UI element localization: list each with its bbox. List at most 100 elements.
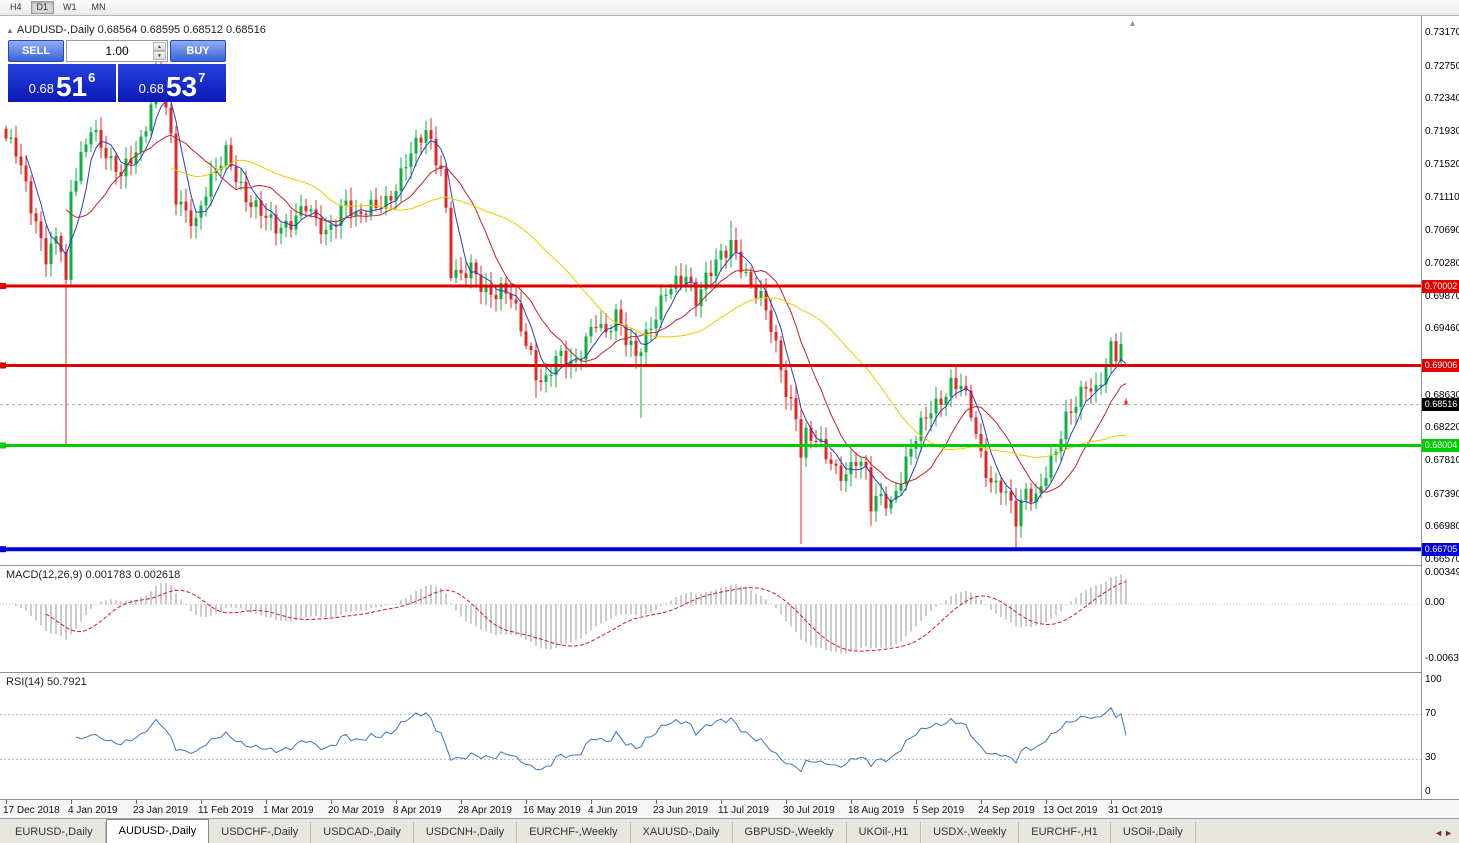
chart-tab-usoil-daily[interactable]: USOil-,Daily [1111,822,1196,843]
date-tick [656,800,657,804]
timeframe-button-h4[interactable]: H4 [4,1,28,14]
chart-tab-usdx-weekly[interactable]: USDX-,Weekly [921,822,1020,843]
rsi-label: RSI(14) 50.7921 [6,676,87,688]
sell-price-prefix: 0.68 [28,81,54,96]
date-tick [1046,800,1047,804]
chart-tab-usdchf-daily[interactable]: USDCHF-,Daily [209,822,312,843]
chart-shift-marker[interactable]: ▲ [1128,18,1137,28]
date-label: 28 Apr 2019 [458,805,512,816]
macd-label: MACD(12,26,9) 0.001783 0.002618 [6,569,181,581]
rsi-axis-label: 100 [1425,674,1442,685]
rsi-indicator-panel[interactable]: RSI(14) 50.7921 [0,672,1421,799]
date-tick [851,800,852,804]
date-tick [331,800,332,804]
price-axis-label: 0.73170 [1425,27,1459,38]
timeframe-toolbar: H4 D1 W1 MN [0,0,1459,16]
tab-scroll-arrows[interactable]: ◄► [1434,828,1454,838]
date-tick [526,800,527,804]
one-click-trading-panel: SELL 1.00 ▲ ▼ BUY 0.68 51 6 0.68 53 7 [8,40,226,102]
rsi-chart[interactable] [0,673,1421,799]
chart-tab-usdcnh-daily[interactable]: USDCNH-,Daily [414,822,518,843]
macd-indicator-panel[interactable]: MACD(12,26,9) 0.001783 0.002618 [0,565,1421,672]
date-tick [591,800,592,804]
price-axis-label: 0.67810 [1425,455,1459,466]
date-label: 4 Jun 2019 [588,805,638,816]
date-tick [6,800,7,804]
current-price-badge: 0.68516 [1422,398,1459,412]
chart-tab-gbpusd-weekly[interactable]: GBPUSD-,Weekly [733,822,847,843]
date-tick [1111,800,1112,804]
chart-ohlc-header: ▲ AUDUSD-,Daily 0.68564 0.68595 0.68512 0… [6,24,266,36]
price-axis-label: 0.66570 [1425,554,1459,565]
date-label: 20 Mar 2019 [328,805,385,816]
macd-axis-label: 0.00 [1425,597,1445,609]
sell-price-big: 51 [55,71,88,102]
date-label: 18 Aug 2019 [848,805,905,816]
rsi-axis-label: 30 [1425,752,1437,764]
date-label: 31 Oct 2019 [1108,805,1163,816]
chart-tab-eurchf-weekly[interactable]: EURCHF-,Weekly [517,822,631,843]
sell-price-pip: 6 [88,70,96,85]
level-price-badge: 0.68004 [1422,439,1459,452]
date-tick [266,800,267,804]
price-chart-panel[interactable]: ▲ AUDUSD-,Daily 0.68564 0.68595 0.68512 0… [0,16,1421,565]
price-axis-label: 0.69870 [1425,290,1459,302]
volume-value: 1.00 [105,44,129,58]
date-tick [981,800,982,804]
date-label: 5 Sep 2019 [913,805,965,816]
price-axis-label: 0.70280 [1425,257,1459,269]
chart-tab-eurchf-h1[interactable]: EURCHF-,H1 [1019,822,1111,843]
date-label: 8 Apr 2019 [393,805,442,816]
price-axis-label: 0.71930 [1425,126,1459,137]
date-label: 23 Jun 2019 [653,805,709,816]
candlestick-chart[interactable] [0,16,1421,565]
price-axis-label: 0.72750 [1425,60,1459,72]
volume-spinner[interactable]: ▲ ▼ [153,42,166,60]
timeframe-button-mn[interactable]: MN [86,1,112,14]
date-tick [916,800,917,804]
price-axis-label: 0.69460 [1425,323,1459,335]
price-axis-label: 0.66980 [1425,521,1459,533]
macd-axis-label: -0.00637 [1425,653,1459,664]
sell-price-display[interactable]: 0.68 51 6 [8,64,116,102]
buy-button[interactable]: BUY [170,40,226,62]
date-label: 16 May 2019 [523,805,581,816]
buy-price-display[interactable]: 0.68 53 7 [118,64,226,102]
buy-price-pip: 7 [198,70,206,85]
price-axis-label: 0.70690 [1425,225,1459,236]
date-label: 11 Jul 2019 [718,805,769,816]
spinner-up-icon[interactable]: ▲ [153,42,166,51]
date-tick [721,800,722,804]
macd-chart[interactable] [0,566,1421,672]
date-label: 17 Dec 2018 [3,805,60,816]
timeframe-button-w1[interactable]: W1 [57,1,83,14]
timeframe-button-d1[interactable]: D1 [30,1,55,14]
level-price-badge: 0.66705 [1422,542,1459,556]
spinner-down-icon[interactable]: ▼ [153,51,166,60]
rsi-axis-label: 70 [1425,707,1437,719]
date-tick [461,800,462,804]
sell-button[interactable]: SELL [8,40,64,62]
level-price-badge: 0.70002 [1422,279,1459,293]
date-axis[interactable]: 17 Dec 2018 4 Jan 2019 23 Jan 2019 11 Feb 2… [0,799,1459,818]
chart-tab-xauusd-daily[interactable]: XAUUSD-,Daily [631,822,733,843]
price-axis-label: 0.68630 [1425,389,1459,401]
price-axis[interactable]: 0.73170 0.72750 0.72340 0.71930 0.71520 0.711… [1421,16,1459,799]
date-tick [396,800,397,804]
date-label: 1 Mar 2019 [263,805,314,816]
chart-tab-audusd-daily[interactable]: AUDUSD-,Daily [105,819,210,843]
date-label: 4 Jan 2019 [68,805,118,816]
chart-ohlc-text: AUDUSD-,Daily 0.68564 0.68595 0.68512 0.… [16,24,266,36]
chart-tab-usdcad-daily[interactable]: USDCAD-,Daily [311,822,414,843]
buy-price-prefix: 0.68 [138,81,164,96]
price-axis-label: 0.67390 [1425,488,1459,500]
date-tick [136,800,137,804]
volume-input[interactable]: 1.00 ▲ ▼ [66,40,168,62]
date-tick [71,800,72,804]
price-axis-label: 0.71520 [1425,158,1459,170]
chart-tab-ukoil-h1[interactable]: UKOil-,H1 [847,822,922,843]
series-icon: ▲ [6,26,14,35]
chart-tab-eurusd-daily[interactable]: EURUSD-,Daily [3,822,106,843]
date-label: 23 Jan 2019 [133,805,189,816]
